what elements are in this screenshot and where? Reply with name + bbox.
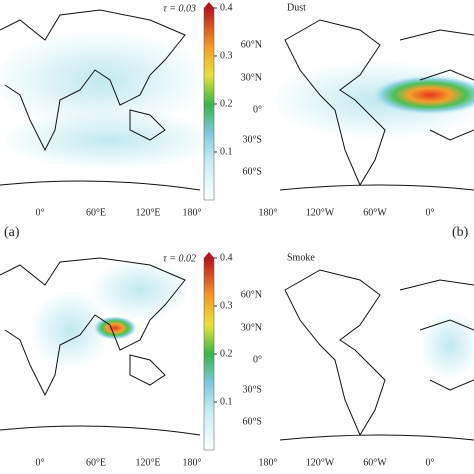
colorbar-cap: [204, 2, 214, 8]
map-b: [270, 19, 474, 191]
colorbar-tick-label: 0.2: [220, 348, 233, 359]
colorbar-tick-label: 0.2: [220, 98, 233, 109]
panel-label: (b): [452, 225, 469, 240]
colorbar-tick-label: 0.3: [220, 300, 233, 311]
map-a: [0, 9, 220, 191]
x-tick-label: 60°W: [363, 457, 387, 468]
tau-label: τ = 0.02: [163, 253, 196, 264]
x-tick-label: 120°W: [306, 207, 335, 218]
x-tick-label: 60°E: [86, 207, 106, 218]
colorbar-tick-label: 0.4: [220, 252, 233, 263]
x-tick-label: 0°: [426, 207, 435, 218]
x-tick-label: 60°W: [363, 207, 387, 218]
colorbar-tick-label: 0.1: [220, 396, 233, 407]
y-tick-label: 60°N: [241, 39, 262, 50]
x-tick-label: 0°: [426, 457, 435, 468]
x-tick-label: 120°E: [135, 457, 160, 468]
x-tick-label: 180°: [259, 207, 278, 218]
x-tick-label: 0°: [36, 457, 45, 468]
panel-title: Smoke: [287, 252, 315, 263]
map-c: [0, 257, 201, 436]
x-tick-label: 180°: [259, 457, 278, 468]
map-d: [279, 269, 474, 441]
colorbar-tick-label: 0.1: [220, 146, 233, 157]
y-tick-label: 30°S: [242, 134, 262, 145]
y-tick-label: 30°N: [241, 322, 262, 333]
tau-label: τ = 0.03: [163, 3, 196, 14]
colorbar-tick-label: 0.3: [220, 50, 233, 61]
x-tick-label: 0°: [36, 207, 45, 218]
y-tick-label: 30°S: [242, 384, 262, 395]
x-tick-label: 180°: [183, 457, 202, 468]
colorbar-cap: [204, 252, 214, 258]
x-tick-label: 120°W: [306, 457, 335, 468]
y-tick-label: 0°: [253, 104, 262, 115]
colorbar-tick-label: 0.4: [220, 2, 233, 13]
x-tick-label: 60°E: [86, 457, 106, 468]
panel-label: (a): [4, 225, 20, 240]
y-tick-label: 0°: [253, 354, 262, 365]
x-tick-label: 120°E: [135, 207, 160, 218]
y-tick-label: 60°N: [241, 289, 262, 300]
x-tick-label: 180°: [183, 207, 202, 218]
y-tick-label: 30°N: [241, 72, 262, 83]
y-tick-label: 60°S: [242, 166, 262, 177]
panel-title: Dust: [287, 2, 306, 13]
colorbar: [203, 7, 215, 201]
y-tick-label: 60°S: [242, 416, 262, 427]
colorbar: [203, 257, 215, 451]
labels: 0° 60°E 120°E 180° (a) τ = 0.03 0.1 0.2 0.3 0.4 18…: [4, 2, 469, 468]
